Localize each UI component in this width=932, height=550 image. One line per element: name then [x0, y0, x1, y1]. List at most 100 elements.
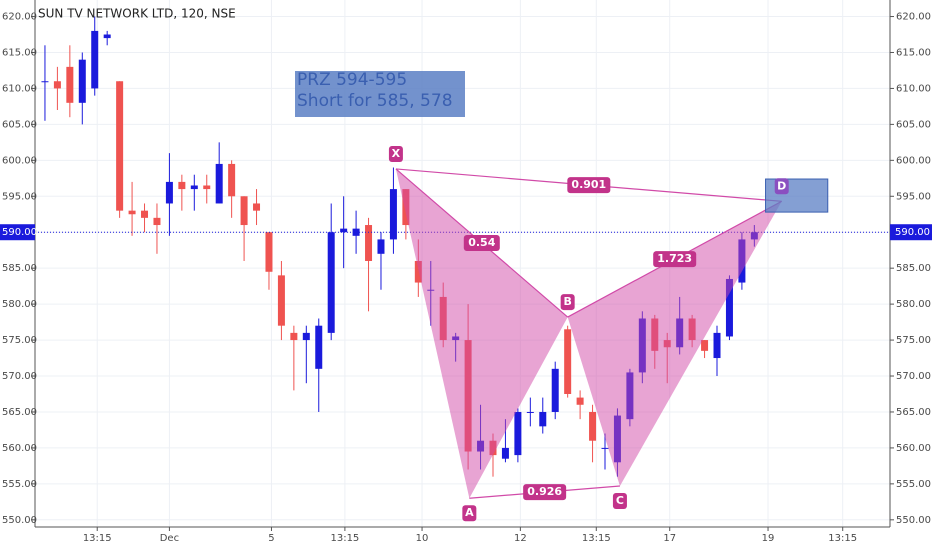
annotation-box [295, 71, 465, 117]
y-tick-label: 575.00 [896, 335, 931, 346]
x-tick-label: 12 [514, 533, 527, 544]
candle-body [564, 329, 572, 394]
y-tick-label: 610.00 [896, 83, 931, 94]
y-tick-label: 560.00 [2, 443, 37, 454]
ratio-box [463, 235, 500, 252]
last-price-label: 590.00 [895, 227, 930, 238]
candle-body [253, 203, 261, 211]
annotation-text: Short for 585, 578 [297, 91, 453, 111]
ratio-label: 0.926 [527, 485, 562, 498]
point-box [462, 505, 477, 522]
y-tick-label: 550.00 [2, 515, 37, 526]
ratio-label: 0.901 [571, 178, 606, 191]
point-box [612, 493, 627, 510]
candle-body [203, 185, 211, 190]
last-price-label: 590.00 [2, 227, 37, 238]
y-tick-label: 550.00 [896, 515, 931, 526]
point-box [774, 178, 789, 195]
candle-body [277, 275, 285, 326]
x-tick-label: 10 [416, 533, 429, 544]
y-tick-label: 615.00 [896, 47, 931, 58]
candle-body [153, 217, 161, 226]
y-tick-label: 585.00 [2, 263, 37, 274]
candle-body [340, 228, 348, 233]
y-tick-label: 595.00 [896, 191, 931, 202]
candle-body [551, 368, 559, 412]
candle-body [128, 210, 136, 215]
candle-body [66, 66, 74, 103]
candle-body [240, 196, 248, 226]
y-tick-label: 600.00 [896, 155, 931, 166]
point-box [560, 294, 575, 311]
point-box [388, 145, 403, 162]
candle-body [514, 411, 522, 456]
candle-body [526, 411, 534, 413]
candle-body [576, 397, 584, 405]
y-tick-label: 605.00 [2, 119, 37, 130]
candle-body [228, 163, 236, 197]
candle-body [539, 411, 547, 427]
y-tick-label: 605.00 [896, 119, 931, 130]
point-label: C [616, 494, 624, 507]
ratio-label: 1.723 [657, 252, 692, 265]
candle-body [265, 232, 273, 272]
x-tick-label: 13:15 [83, 533, 112, 544]
y-tick-label: 615.00 [2, 47, 37, 58]
y-tick-label: 565.00 [896, 407, 931, 418]
y-tick-label: 555.00 [896, 479, 931, 490]
x-tick-label: 13:15 [582, 533, 611, 544]
candle-body [215, 163, 223, 204]
y-tick-label: 600.00 [2, 155, 37, 166]
candle-body [302, 332, 310, 341]
y-tick-label: 560.00 [896, 443, 931, 454]
x-tick-label: 17 [663, 533, 676, 544]
y-tick-label: 595.00 [2, 191, 37, 202]
last-price-box [0, 224, 35, 241]
x-tick-label: Dec [160, 533, 179, 544]
y-tick-label: 580.00 [2, 299, 37, 310]
candle-body [103, 34, 111, 39]
candle-body [713, 332, 721, 359]
candle-body [414, 260, 422, 283]
x-tick-label: 13:15 [828, 533, 857, 544]
point-label: X [392, 147, 401, 160]
candle-body [91, 30, 99, 89]
annotation-text: PRZ 594-595 [297, 70, 407, 90]
candle-body [601, 447, 609, 449]
candle-body [589, 411, 597, 441]
pattern: 0.54 0.901 1.723 0.926 X A B C D PRZ 594-595Short… [295, 70, 829, 522]
candle-body [190, 185, 198, 190]
y-tick-label: 610.00 [2, 83, 37, 94]
ratio-box [567, 177, 611, 194]
point-label: B [563, 295, 571, 308]
candle-body [501, 447, 509, 459]
candle-body [315, 325, 323, 369]
ratio-label: 0.54 [468, 236, 495, 249]
candle-body [53, 81, 61, 89]
y-tick-label: 570.00 [2, 371, 37, 382]
point-label: A [465, 506, 474, 519]
candle-body [78, 59, 86, 103]
candle-body [41, 81, 49, 83]
y-tick-label: 580.00 [896, 299, 931, 310]
y-tick-label: 620.00 [2, 12, 37, 23]
last-price-box [890, 224, 932, 241]
y-tick-label: 585.00 [896, 263, 931, 274]
pattern-fill [567, 201, 782, 487]
ratio-box [523, 484, 567, 501]
candle-body [290, 332, 298, 341]
candle-body [389, 189, 397, 240]
prz-box [765, 178, 829, 213]
candle-body [178, 181, 186, 190]
point-label: D [777, 179, 786, 192]
candle-body [701, 340, 709, 351]
y-tick-label: 555.00 [2, 479, 37, 490]
candle-body [116, 81, 124, 211]
candle-body [725, 278, 733, 337]
y-tick-label: 565.00 [2, 407, 37, 418]
y-tick-label: 575.00 [2, 335, 37, 346]
candle-body [327, 232, 335, 333]
ratio-box [653, 251, 697, 268]
